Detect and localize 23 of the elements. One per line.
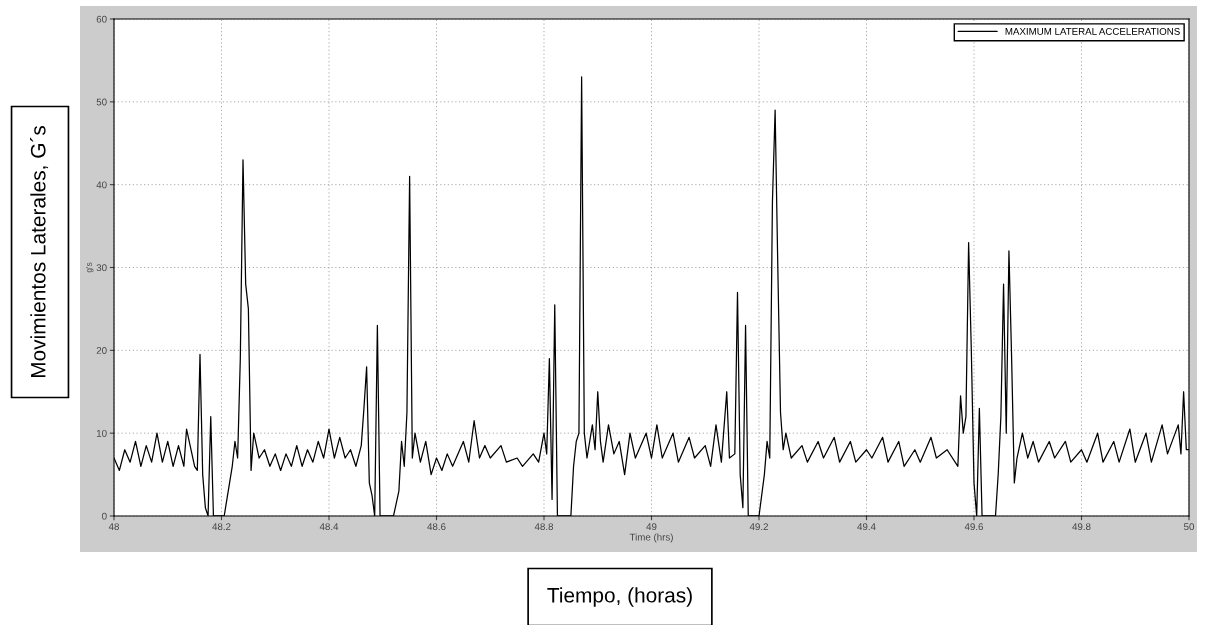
y-tick-label: 40: [96, 181, 107, 189]
y-tick-label: 30: [96, 264, 107, 272]
y-tick-label: 50: [96, 98, 107, 106]
x-tick-label: 49.4: [857, 523, 876, 531]
x-tick-label: 49.2: [749, 523, 768, 531]
legend-label: MAXIMUM LATERAL ACCELERATIONS: [1005, 28, 1180, 35]
x-tick-label: 48.2: [212, 523, 231, 531]
text: Tiempo, (horas): [547, 587, 692, 607]
x-tick-label: 49: [646, 523, 657, 531]
y-axis-title: g's: [86, 262, 94, 273]
x-tick-label: 48.4: [319, 523, 339, 531]
y-tick-label: 10: [96, 429, 107, 437]
x-tick-label: 48: [108, 523, 119, 531]
x-tick-label: 48.8: [534, 523, 554, 531]
text: Movimientos Laterales, G´s: [30, 125, 49, 378]
x-tick-label: 49.8: [1072, 523, 1091, 531]
y-tick-label: 60: [96, 15, 107, 23]
y-tick-label: 20: [96, 347, 107, 354]
y-tick-label: 0: [102, 512, 107, 520]
x-tick-label: 48.6: [427, 523, 446, 531]
x-axis-title: Time (hrs): [629, 533, 673, 543]
x-tick-label: 50: [1183, 523, 1195, 531]
x-tick-label: 49.6: [964, 523, 984, 531]
